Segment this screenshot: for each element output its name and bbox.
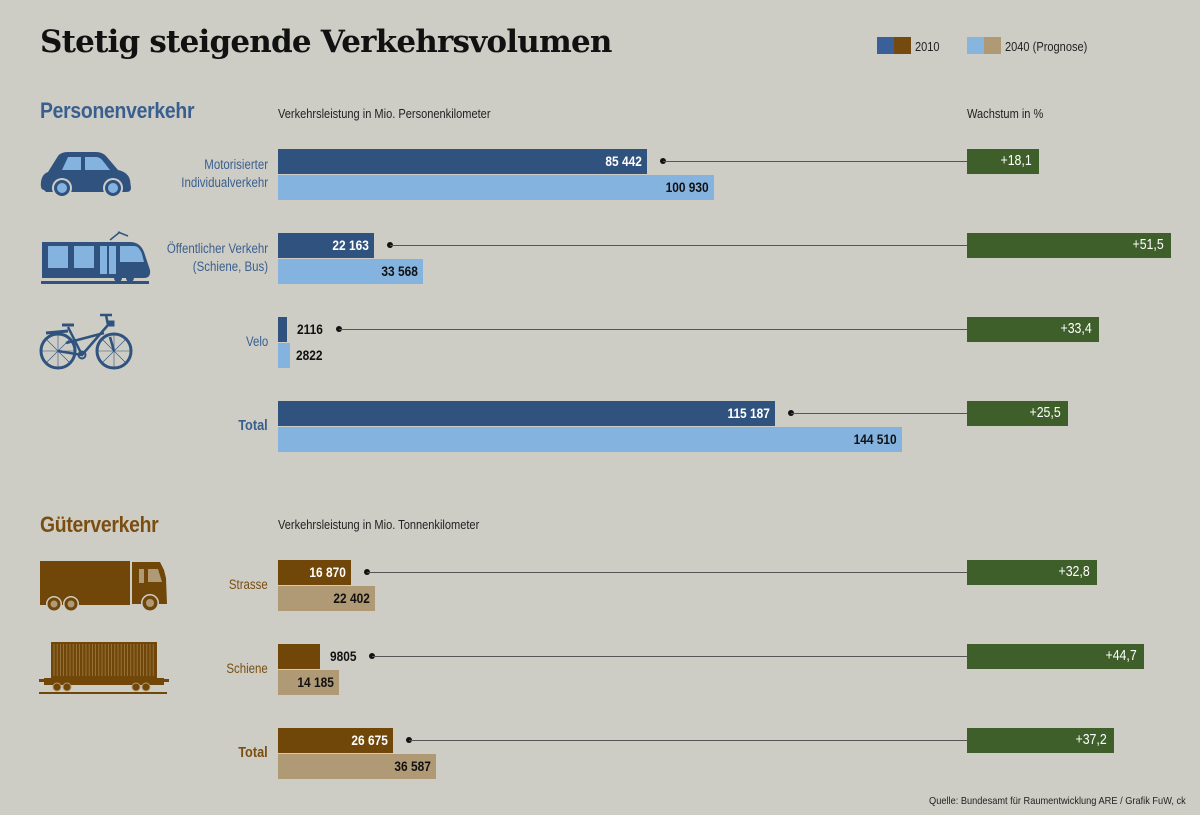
car-icon (40, 152, 131, 198)
category-label--ffentlicher-verkehr-schiene-bus: Öffentlicher Verkehr (Schiene, Bus) (167, 240, 268, 276)
legend-swatch-2010-freight (894, 37, 911, 54)
category-label-line: Strasse (229, 577, 268, 592)
value-label-2040--ffentlicher-verkehr-schiene-bus: 33 568 (381, 263, 418, 279)
value-label-2010-motorisierter-individualverkehr: 85 442 (605, 153, 642, 169)
value-label-2010-total: 115 187 (727, 405, 770, 421)
bar-2040-motorisierter-individualverkehr (278, 175, 714, 200)
growth-header: Wachstum in % (967, 106, 1044, 121)
category-label-motorisierter-individualverkehr: Motorisierter Individualverkehr (181, 156, 268, 192)
bar-2010-total (278, 728, 393, 753)
legend-label-2040: 2040 (Prognose) (1005, 39, 1088, 54)
growth-label-motorisierter-individualverkehr: +18,1 (1000, 153, 1032, 169)
growth-bar--ffentlicher-verkehr-schiene-bus (967, 233, 1171, 258)
growth-bar-total (967, 401, 1068, 426)
value-label-2040-schiene: 14 185 (297, 674, 334, 690)
chart-title: Stetig steigende Verkehrsvolumen (40, 24, 612, 60)
growth-bar-velo (967, 317, 1099, 342)
category-label-line: (Schiene, Bus) (192, 259, 268, 274)
category-label-strasse: Strasse (229, 576, 268, 594)
legend-swatch-2040-freight (984, 37, 1001, 54)
value-label-2010-schiene: 9805 (330, 648, 357, 664)
value-label-2010--ffentlicher-verkehr-schiene-bus: 22 163 (332, 237, 369, 253)
category-label-line: Individualverkehr (181, 175, 268, 190)
bar-2010-motorisierter-individualverkehr (278, 149, 647, 174)
growth-label--ffentlicher-verkehr-schiene-bus: +51,5 (1132, 237, 1164, 253)
category-label-line: Total (238, 417, 268, 434)
growth-label-velo: +33,4 (1060, 321, 1092, 337)
bar-2040-schiene (278, 670, 339, 695)
tram-icon (41, 231, 151, 284)
category-label-schiene: Schiene (227, 660, 268, 678)
leader-line-schiene (372, 656, 967, 658)
bar-2040-velo (278, 343, 290, 368)
legend-swatch-2040-person (967, 37, 984, 54)
bar-2010-velo (278, 317, 287, 342)
bar-2010-strasse (278, 560, 351, 585)
leader-line-total (791, 413, 967, 415)
value-label-2040-velo: 2822 (296, 347, 323, 363)
growth-label-total: +37,2 (1075, 732, 1107, 748)
growth-bar-strasse (967, 560, 1097, 585)
value-label-2010-velo: 2116 (297, 321, 323, 337)
source-note: Quelle: Bundesamt für Raumentwicklung AR… (929, 795, 1186, 807)
category-label-line: Motorisierter (204, 157, 268, 172)
category-label-total: Total (238, 744, 268, 762)
category-label-line: Öffentlicher Verkehr (166, 241, 268, 256)
leader-line--ffentlicher-verkehr-schiene-bus (390, 245, 967, 247)
value-label-2010-total: 26 675 (351, 732, 388, 748)
growth-bar-motorisierter-individualverkehr (967, 149, 1039, 174)
category-label-line: Total (238, 744, 268, 761)
category-label-line: Velo (245, 334, 268, 349)
value-label-2040-total: 36 587 (394, 758, 431, 774)
leader-line-velo (339, 329, 967, 331)
axis-label-tonnenkilometer: Verkehrsleistung in Mio. Tonnenkilometer (278, 517, 480, 532)
bar-2040-total (278, 427, 902, 452)
bicycle-icon (39, 313, 133, 370)
value-label-2040-strasse: 22 402 (333, 590, 370, 606)
bar-2040-strasse (278, 586, 375, 611)
truck-icon (40, 561, 167, 612)
growth-label-schiene: +44,7 (1105, 648, 1137, 664)
leader-line-total (409, 740, 967, 742)
category-label-line: Schiene (226, 661, 268, 676)
axis-label-personenkilometer: Verkehrsleistung in Mio. Personenkilomet… (278, 106, 491, 121)
legend-label-2010: 2010 (915, 39, 940, 54)
legend: 2010 2040 (Prognose) (877, 37, 1097, 57)
bar-2010--ffentlicher-verkehr-schiene-bus (278, 233, 374, 258)
growth-label-total: +25,5 (1029, 405, 1061, 421)
growth-bar-total (967, 728, 1114, 753)
value-label-2010-strasse: 16 870 (309, 564, 346, 580)
category-label-velo: Velo (246, 333, 268, 351)
leader-line-motorisierter-individualverkehr (663, 161, 967, 163)
value-label-2040-motorisierter-individualverkehr: 100 930 (665, 179, 709, 195)
bar-2040-total (278, 754, 436, 779)
category-label-total: Total (238, 417, 268, 435)
section-title-gueterverkehr: Güterverkehr (40, 512, 159, 537)
freight-wagon-icon (39, 642, 169, 694)
bar-2040--ffentlicher-verkehr-schiene-bus (278, 259, 423, 284)
bar-2010-schiene (278, 644, 320, 669)
leader-line-strasse (367, 572, 967, 574)
bar-2010-total (278, 401, 775, 426)
growth-bar-schiene (967, 644, 1144, 669)
section-title-personenverkehr: Personenverkehr (40, 98, 195, 123)
value-label-2040-total: 144 510 (853, 431, 897, 447)
growth-label-strasse: +32,8 (1058, 564, 1090, 580)
legend-swatch-2010-person (877, 37, 894, 54)
